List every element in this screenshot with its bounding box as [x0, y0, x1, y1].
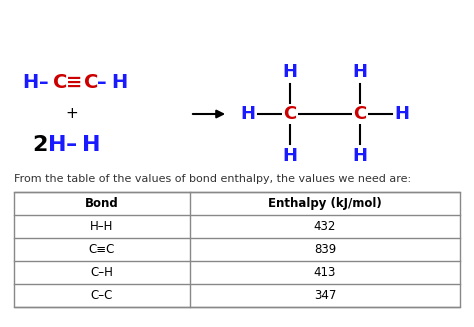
Bar — [14, 192, 460, 215]
Text: H: H — [111, 73, 127, 92]
Text: H: H — [22, 73, 38, 92]
Text: H: H — [48, 135, 66, 155]
Text: H: H — [353, 63, 367, 81]
Text: C: C — [283, 105, 297, 123]
Text: –: – — [66, 135, 77, 155]
Text: From the table of the values of bond enthalpy, the values we need are:: From the table of the values of bond ent… — [14, 174, 411, 184]
Bar — [14, 192, 460, 307]
Text: –: – — [97, 73, 107, 92]
Text: 413: 413 — [314, 266, 336, 279]
Text: ≡: ≡ — [66, 73, 82, 92]
Text: Bond: Bond — [85, 197, 119, 210]
Text: 2: 2 — [32, 135, 47, 155]
Text: H: H — [240, 105, 255, 123]
Text: +: + — [65, 107, 78, 122]
Text: 839: 839 — [314, 243, 336, 256]
Text: H: H — [394, 105, 410, 123]
Text: C: C — [84, 73, 99, 92]
Text: C≡C: C≡C — [89, 243, 115, 256]
Text: 347: 347 — [314, 289, 336, 302]
Text: C: C — [354, 105, 366, 123]
Text: C–C: C–C — [91, 289, 113, 302]
Text: H–H: H–H — [91, 220, 114, 233]
Text: C–H: C–H — [91, 266, 113, 279]
Text: H: H — [283, 147, 298, 165]
Text: C: C — [53, 73, 67, 92]
Text: Enthalpy (kJ/mol): Enthalpy (kJ/mol) — [268, 197, 382, 210]
Text: H: H — [283, 63, 298, 81]
Text: H: H — [353, 147, 367, 165]
Text: –: – — [39, 73, 49, 92]
Text: H: H — [82, 135, 100, 155]
Text: 432: 432 — [314, 220, 336, 233]
